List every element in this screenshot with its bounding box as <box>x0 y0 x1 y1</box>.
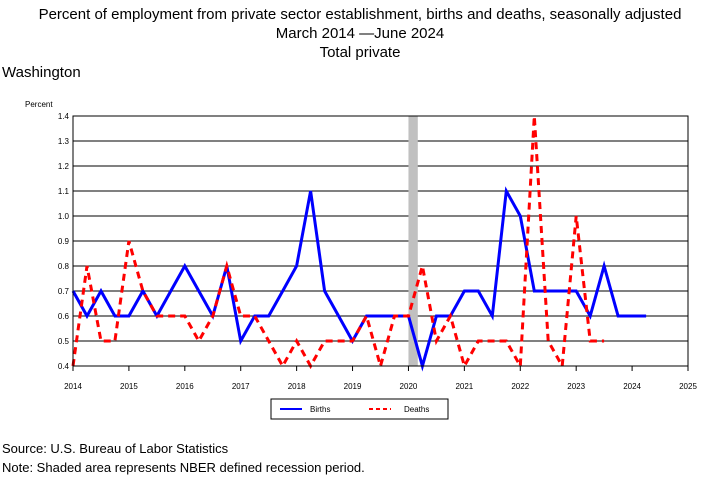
line-chart: 0.4 0.5 0.6 0.7 0.8 0.9 1.0 1.1 1.2 1.3 1.4 Percent… <box>25 100 697 420</box>
y-tick-label: 0.5 <box>58 337 70 346</box>
x-tick-label: 2024 <box>623 382 641 391</box>
legend-label-births: Births <box>310 405 330 414</box>
series-line-deaths <box>71 115 605 372</box>
region-label: Washington <box>2 64 81 81</box>
y-tick-label: 1.4 <box>58 112 70 121</box>
x-tick-label: 2020 <box>400 382 418 391</box>
x-tick-label: 2019 <box>344 382 362 391</box>
x-tick-label: 2025 <box>679 382 697 391</box>
y-tick-label: 1.3 <box>58 137 70 146</box>
x-tick-label: 2022 <box>511 382 529 391</box>
x-tick-label: 2017 <box>232 382 250 391</box>
y-tick-label: 0.8 <box>58 262 70 271</box>
y-tick-label: 0.7 <box>58 287 70 296</box>
y-tick-label: 0.4 <box>58 362 70 371</box>
y-axis-label: Percent <box>25 100 53 109</box>
legend-box <box>270 398 449 420</box>
source-note: Source: U.S. Bureau of Labor Statistics <box>2 441 229 456</box>
y-tick-label: 1.0 <box>58 212 70 221</box>
x-tick-label: 2023 <box>567 382 585 391</box>
x-tick-label: 2014 <box>64 382 82 391</box>
plot-frame <box>72 115 689 367</box>
y-tick-label: 0.6 <box>58 312 70 321</box>
x-tick-label: 2016 <box>176 382 194 391</box>
x-tick-label: 2021 <box>455 382 473 391</box>
chart-title: Percent of employment from private secto… <box>38 6 682 23</box>
chart-date-range: March 2014 —June 2024 <box>275 25 445 42</box>
chart-subtitle: Total private <box>319 44 401 61</box>
x-tick-label: 2015 <box>120 382 138 391</box>
series-line-births <box>71 186 647 372</box>
x-tick-label: 2018 <box>288 382 306 391</box>
legend-label-deaths: Deaths <box>404 405 429 414</box>
y-tick-label: 0.9 <box>58 237 70 246</box>
y-tick-label: 1.2 <box>58 162 70 171</box>
recession-note: Note: Shaded area represents NBER define… <box>2 460 365 475</box>
recession-band <box>408 116 418 366</box>
y-tick-label: 1.1 <box>58 187 70 196</box>
